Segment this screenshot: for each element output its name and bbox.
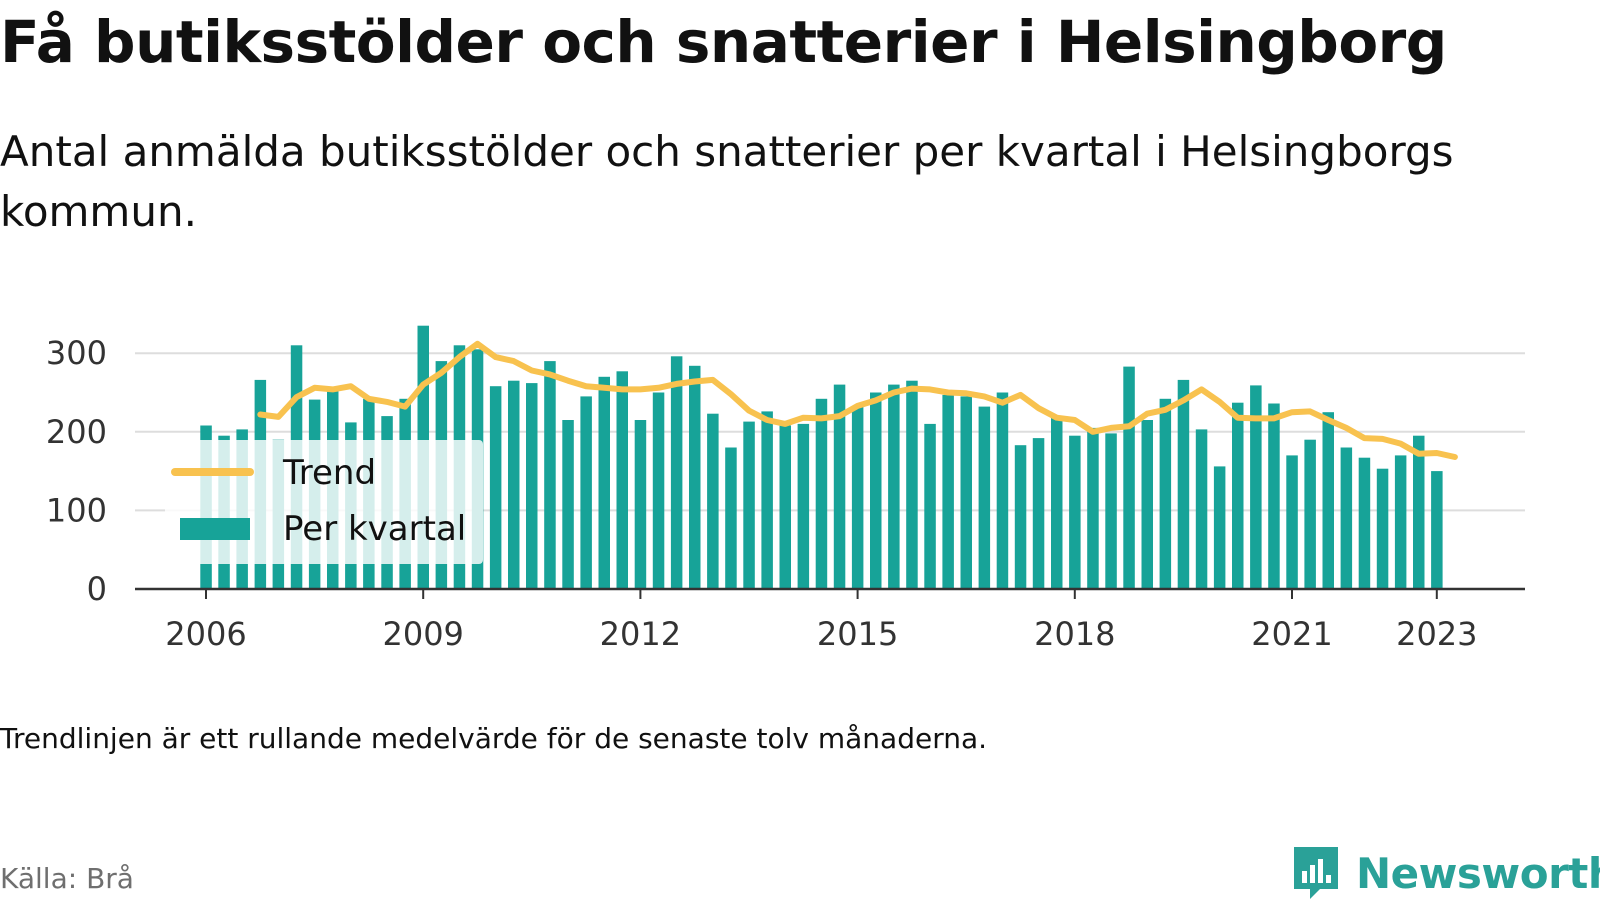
bar — [689, 365, 701, 589]
bar — [1413, 435, 1425, 589]
bar — [870, 392, 882, 589]
bar — [906, 380, 918, 589]
bar — [508, 380, 520, 589]
bar — [1141, 420, 1153, 589]
bar — [1195, 429, 1208, 589]
bar — [725, 447, 737, 589]
x-tick-label: 2018 — [1034, 615, 1115, 653]
bar — [616, 371, 628, 589]
bar — [707, 413, 719, 589]
legend: Trend Per kvartal — [165, 440, 483, 564]
trend-line — [257, 340, 1458, 460]
bar — [1051, 416, 1063, 589]
bar — [634, 420, 647, 589]
bar — [1304, 439, 1316, 589]
legend-label-trend: Trend — [282, 453, 376, 493]
bar — [526, 383, 538, 589]
bar — [652, 392, 665, 589]
bar — [1123, 366, 1135, 589]
x-tick-label: 2023 — [1396, 615, 1477, 653]
bar — [761, 411, 773, 589]
bar — [888, 384, 900, 589]
bar — [1376, 468, 1389, 589]
bar — [580, 396, 592, 589]
y-tick-label: 300 — [46, 334, 107, 372]
x-tick-label: 2015 — [817, 615, 898, 653]
bar — [544, 361, 556, 589]
bar — [1286, 455, 1298, 589]
y-axis-ticks: 0 100 200 300 — [46, 334, 107, 608]
x-tick-label: 2021 — [1251, 615, 1332, 653]
chart-title: Få butiksstölder och snatterier i Helsin… — [0, 8, 1447, 76]
bar — [815, 398, 828, 589]
bar — [1087, 427, 1099, 589]
bar — [797, 423, 810, 589]
bar — [489, 386, 502, 589]
legend-label-per-kvartal: Per kvartal — [283, 509, 466, 549]
bar — [779, 425, 791, 589]
newsworthy-logo[interactable]: Newsworthy — [1290, 845, 1600, 901]
bar — [1431, 471, 1443, 589]
bar — [1177, 379, 1190, 589]
line-series-trend — [257, 340, 1458, 460]
bar — [1232, 402, 1244, 589]
x-tick-label: 2009 — [382, 615, 463, 653]
x-axis: 2006 2009 2012 2015 2018 2021 2023 — [135, 587, 1525, 653]
bar — [1213, 466, 1226, 589]
bar — [1159, 398, 1172, 589]
x-tick-label: 2006 — [165, 615, 246, 653]
bar — [833, 384, 846, 589]
chart-subtitle: Antal anmälda butiksstölder och snatteri… — [0, 127, 1454, 236]
x-tick-label: 2012 — [600, 615, 681, 653]
bar — [924, 423, 936, 589]
bar — [1268, 403, 1280, 589]
bar — [1322, 412, 1334, 589]
bar — [942, 394, 954, 589]
bar — [562, 420, 574, 589]
bar — [1394, 455, 1407, 589]
bar — [1032, 438, 1045, 589]
bar — [670, 356, 683, 589]
bar — [743, 421, 755, 589]
legend-swatch-per-kvartal — [180, 518, 250, 540]
bar — [996, 392, 1009, 589]
bar — [1105, 433, 1117, 589]
bar — [1069, 435, 1081, 589]
newsworthy-logo-icon — [1294, 847, 1338, 899]
bar — [960, 396, 972, 589]
source-label: Källa: Brå — [0, 862, 134, 895]
trend-footnote: Trendlinjen är ett rullande medelvärde f… — [0, 722, 988, 755]
y-tick-label: 0 — [87, 570, 107, 608]
bar — [978, 406, 991, 589]
bar — [598, 376, 610, 589]
bar — [851, 406, 864, 589]
y-tick-label: 200 — [46, 413, 107, 451]
bar — [1250, 385, 1262, 589]
bar — [1358, 457, 1371, 589]
bar — [1340, 447, 1353, 589]
bar — [1014, 445, 1027, 589]
newsworthy-logo-text: Newsworthy — [1356, 848, 1600, 898]
y-tick-label: 100 — [46, 491, 107, 529]
